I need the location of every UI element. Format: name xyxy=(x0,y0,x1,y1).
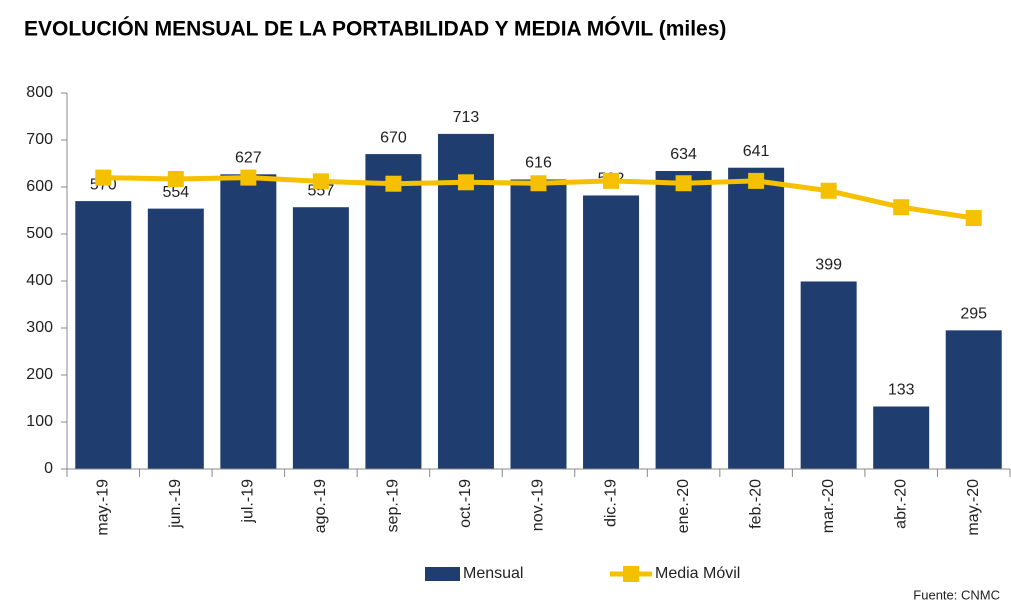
y-tick-label: 0 xyxy=(44,460,53,477)
marker xyxy=(457,174,474,191)
y-tick-label: 400 xyxy=(26,272,53,289)
x-tick-label: oct.-19 xyxy=(457,479,474,528)
bar xyxy=(800,281,857,469)
legend-swatch xyxy=(425,567,460,581)
x-tick-label: abr.-20 xyxy=(892,479,909,529)
bar xyxy=(292,207,349,469)
marker xyxy=(820,182,837,199)
x-tick-label: ene.-20 xyxy=(675,479,692,533)
y-tick-label: 700 xyxy=(26,131,53,148)
x-tick-label: ago.-19 xyxy=(312,479,329,533)
x-tick-label: nov.-19 xyxy=(530,479,547,531)
data-label: 295 xyxy=(960,306,987,323)
bar xyxy=(75,201,132,469)
data-label: 554 xyxy=(162,184,189,201)
y-tick-label: 500 xyxy=(26,225,53,242)
marker xyxy=(675,175,692,192)
data-label: 627 xyxy=(235,150,262,167)
x-tick-label: may.-19 xyxy=(94,479,111,536)
data-label: 670 xyxy=(380,129,407,146)
x-tick-label: jul.-19 xyxy=(240,479,257,524)
marker xyxy=(893,199,910,216)
source: Fuente: CNMC xyxy=(913,587,1000,602)
x-tick-label: mar.-20 xyxy=(820,479,837,533)
legend-label: Media Móvil xyxy=(655,565,740,582)
chart-title: EVOLUCIÓN MENSUAL DE LA PORTABILIDAD Y M… xyxy=(24,17,726,41)
marker xyxy=(385,175,402,192)
y-tick-label: 800 xyxy=(26,84,53,101)
bar xyxy=(728,167,785,470)
marker xyxy=(965,210,982,227)
marker xyxy=(95,169,112,186)
data-label: 634 xyxy=(670,146,697,163)
legend-label: Mensual xyxy=(463,565,523,582)
marker xyxy=(530,175,547,192)
bar xyxy=(147,208,204,469)
data-label: 641 xyxy=(743,143,770,160)
legend-swatch xyxy=(623,566,639,582)
data-label: 616 xyxy=(525,155,552,172)
marker xyxy=(167,171,184,188)
data-label: 133 xyxy=(888,382,915,399)
marker xyxy=(603,172,620,189)
bar xyxy=(873,406,930,469)
bar xyxy=(655,171,712,469)
bar xyxy=(583,195,640,469)
x-tick-label: sep.-19 xyxy=(385,479,402,532)
y-tick-label: 600 xyxy=(26,178,53,195)
x-tick-label: may.-20 xyxy=(965,479,982,536)
x-tick-label: jun.-19 xyxy=(167,479,184,529)
x-tick-label: dic.-19 xyxy=(602,479,619,527)
x-tick-label: feb.-20 xyxy=(747,479,764,529)
y-tick-label: 200 xyxy=(26,366,53,383)
data-label: 399 xyxy=(815,257,842,274)
bar xyxy=(510,179,567,470)
marker xyxy=(312,173,329,190)
bar xyxy=(220,174,277,469)
marker xyxy=(240,169,257,186)
data-label: 713 xyxy=(453,109,480,126)
bar xyxy=(365,154,422,469)
y-tick-label: 300 xyxy=(26,319,53,336)
y-tick-label: 100 xyxy=(26,413,53,430)
marker xyxy=(748,172,765,189)
bar xyxy=(945,330,1002,469)
